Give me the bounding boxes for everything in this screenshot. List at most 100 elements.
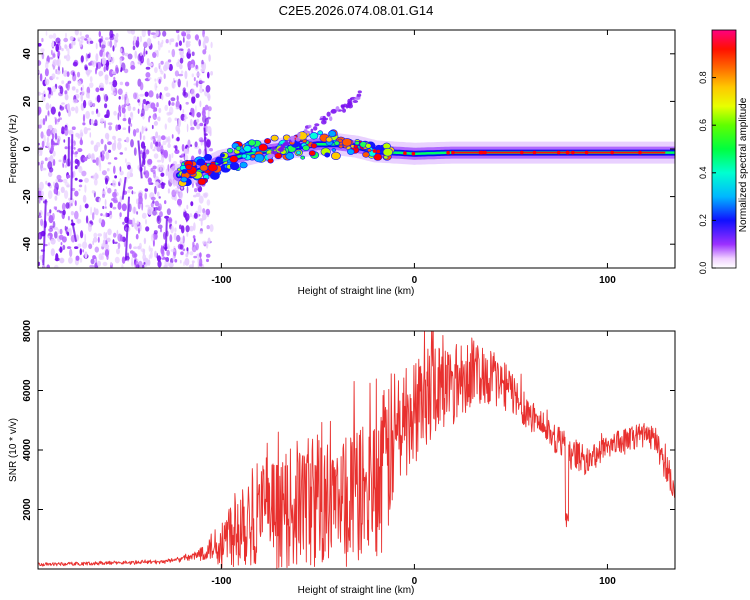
noise-speckle [39, 148, 43, 157]
noise-speckle [148, 245, 151, 252]
noise-speckle [66, 184, 71, 188]
noise-speckle [202, 240, 207, 245]
noise-speckle [171, 134, 174, 139]
noise-speckle [154, 200, 159, 207]
signal-blob [285, 152, 295, 160]
signal-blob [251, 147, 257, 153]
noise-speckle [40, 48, 45, 53]
signal-peak-dot [565, 150, 570, 155]
noise-speckle [126, 171, 131, 179]
spectrogram-xtick-label: -100 [211, 275, 231, 286]
noise-speckle [148, 254, 151, 260]
noise-speckle [206, 225, 210, 230]
noise-speckle [163, 149, 169, 159]
noise-speckle [84, 203, 89, 209]
noise-speckle [148, 38, 152, 45]
noise-speckle [65, 83, 69, 89]
noise-speckle [192, 241, 195, 248]
noise-speckle [71, 86, 76, 91]
noise-speckle [74, 165, 78, 170]
noise-speckle [185, 42, 191, 48]
noise-speckle [187, 139, 191, 149]
noise-speckle [179, 104, 182, 111]
noise-speckle [179, 244, 184, 250]
signal-peak-dot [571, 150, 575, 155]
snr-ytick-label: 8000 [22, 319, 33, 342]
noise-speckle [142, 41, 148, 48]
noise-speckle [50, 91, 54, 96]
noise-speckle [176, 61, 180, 68]
secondary-trace-blob [346, 102, 352, 108]
noise-speckle [40, 218, 44, 227]
noise-speckle [147, 30, 151, 37]
noise-speckle [90, 140, 94, 145]
noise-speckle [72, 61, 78, 67]
noise-speckle [92, 159, 96, 163]
noise-speckle [43, 94, 46, 97]
noise-speckle [125, 158, 127, 163]
colorbar-gradient [712, 30, 736, 268]
noise-speckle [179, 259, 182, 264]
noise-speckle [89, 264, 95, 268]
noise-speckle [51, 249, 55, 255]
noise-speckle [150, 247, 153, 252]
noise-speckle [107, 53, 112, 62]
noise-speckle [97, 260, 101, 267]
noise-speckle [74, 210, 79, 220]
signal-blob [328, 130, 337, 137]
signal-blob [264, 138, 272, 145]
noise-speckle [152, 136, 156, 140]
noise-speckle [153, 230, 158, 235]
noise-speckle [86, 40, 89, 44]
noise-speckle [87, 53, 91, 59]
noise-speckle [207, 93, 211, 102]
noise-speckle [113, 232, 117, 238]
noise-speckle [89, 118, 92, 126]
noise-speckle [51, 73, 56, 80]
noise-speckle [150, 141, 153, 150]
noise-speckle [59, 228, 63, 235]
noise-speckle [141, 125, 144, 134]
noise-speckle [167, 138, 170, 142]
noise-speckle [40, 131, 44, 139]
secondary-trace-blob [313, 126, 318, 131]
noise-speckle [45, 61, 49, 65]
noise-speckle [66, 231, 70, 236]
noise-speckle [113, 241, 118, 244]
noise-speckle [105, 62, 109, 71]
noise-speckle [58, 159, 62, 163]
noise-speckle [119, 216, 121, 220]
noise-speckle [128, 105, 132, 112]
noise-speckle [58, 111, 61, 117]
noise-speckle [121, 256, 126, 264]
noise-speckle [104, 94, 108, 102]
noise-speckle [150, 196, 156, 201]
noise-speckle [62, 67, 64, 75]
noise-speckle [180, 251, 184, 256]
noise-speckle [55, 37, 61, 44]
colorbar-tick-label: 0.6 [698, 119, 708, 132]
secondary-trace-blob [295, 137, 301, 142]
signal-peak-dot [451, 150, 455, 155]
noise-speckle [113, 199, 119, 204]
noise-speckle [168, 153, 172, 163]
noise-speckle [197, 204, 202, 214]
noise-speckle [154, 185, 157, 195]
noise-speckle [160, 246, 164, 255]
noise-speckle [189, 213, 193, 218]
noise-speckle [195, 192, 201, 197]
noise-speckle [57, 118, 60, 123]
noise-speckle [188, 91, 190, 99]
noise-speckle [101, 252, 106, 256]
noise-speckle [122, 127, 127, 130]
noise-speckle [174, 220, 178, 225]
noise-speckle [139, 93, 145, 97]
noise-speckle [165, 136, 169, 143]
noise-speckle [137, 99, 140, 103]
noise-speckle [194, 141, 198, 148]
noise-speckle [63, 55, 67, 59]
noise-speckle [190, 201, 194, 207]
noise-speckle [144, 188, 149, 192]
noise-speckle [127, 30, 133, 34]
noise-speckle [78, 188, 81, 192]
